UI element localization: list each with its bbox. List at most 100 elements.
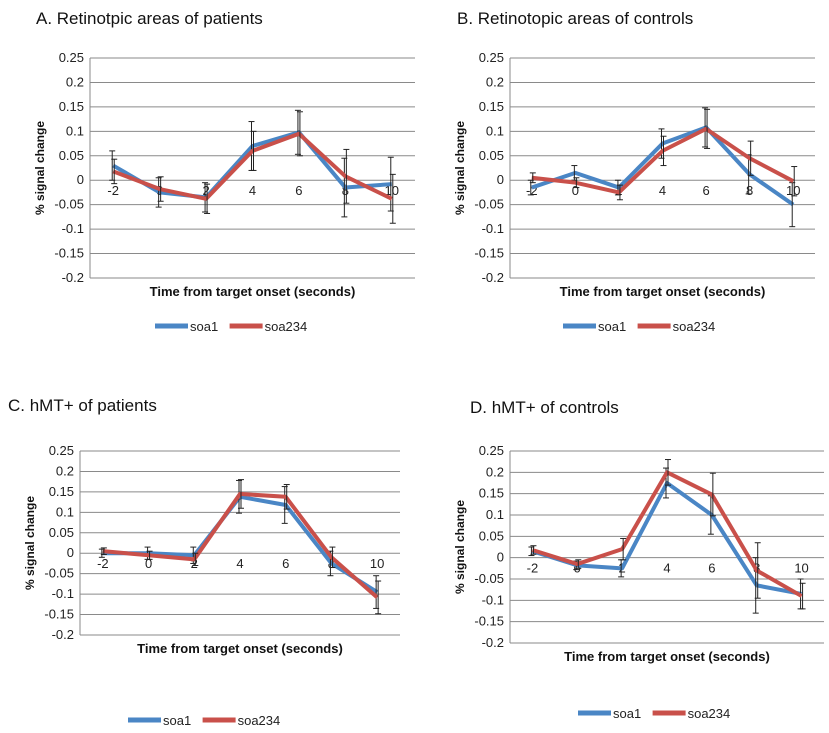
x-tick-label: 4 bbox=[249, 183, 256, 198]
x-tick-label: 0 bbox=[572, 183, 579, 198]
x-tick-label: -2 bbox=[526, 183, 538, 198]
x-tick-label: 8 bbox=[342, 183, 349, 198]
error-bar-soa234 bbox=[296, 111, 303, 157]
x-tick-label: 10 bbox=[794, 561, 808, 576]
error-bar-soa234 bbox=[529, 172, 536, 184]
error-bar-soa234 bbox=[146, 550, 153, 560]
error-bar-soa234 bbox=[575, 559, 582, 569]
chart-panel-d: D. hMT+ of controls 0.25 0.2 0.15 0.1 0.05 0 -… bbox=[415, 380, 829, 733]
panel-title: B. Retinotopic areas of controls bbox=[457, 9, 694, 28]
chart-a: 0.25 0.2 0.15 0.1 0.05 0 -0.05 -0.1 -0.15 -0.2 % s… bbox=[33, 50, 415, 334]
y-tick-label: -0.1 bbox=[62, 221, 84, 236]
error-bar-soa234 bbox=[192, 552, 199, 566]
error-bar-soa234 bbox=[660, 135, 667, 167]
error-bar-soa234 bbox=[238, 479, 244, 509]
chart-d: 0.25 0.2 0.15 0.1 0.05 0 -0.05 -0.1 -0.15 -0.2 % s… bbox=[453, 443, 824, 721]
legend-label-soa234: soa234 bbox=[265, 319, 308, 334]
series-line-soa1 bbox=[102, 494, 379, 594]
error-bar-soa234 bbox=[799, 582, 806, 610]
legend-label-soa1: soa1 bbox=[598, 319, 626, 334]
y-tick-label: 0.1 bbox=[56, 504, 74, 519]
x-axis-label: Time from target onset (seconds) bbox=[564, 649, 770, 664]
error-bar-soa234 bbox=[157, 176, 164, 202]
x-tick-label: -2 bbox=[527, 561, 539, 576]
y-tick-label: 0.05 bbox=[49, 525, 74, 540]
y-axis-label: % signal change bbox=[453, 121, 467, 215]
x-tick-label: 10 bbox=[370, 556, 384, 571]
y-tick-label: -0.15 bbox=[54, 246, 84, 261]
x-tick-label: 10 bbox=[385, 183, 399, 198]
legend-label-soa1: soa1 bbox=[163, 713, 191, 728]
x-tick-label: 6 bbox=[295, 183, 302, 198]
legend-label-soa234: soa234 bbox=[673, 319, 716, 334]
error-bar-soa234 bbox=[709, 472, 716, 517]
y-tick-label: 0.2 bbox=[486, 74, 504, 89]
error-bar-soa234 bbox=[754, 542, 761, 599]
y-tick-label: -0.2 bbox=[482, 270, 504, 285]
y-tick-label: -0.1 bbox=[52, 586, 74, 601]
y-tick-label: -0.15 bbox=[474, 614, 504, 629]
y-tick-label: 0 bbox=[77, 172, 84, 187]
series-line-soa1 bbox=[531, 481, 802, 596]
y-tick-label: -0.15 bbox=[474, 246, 504, 261]
error-bar-soa234 bbox=[204, 183, 211, 214]
x-axis-label: Time from target onset (seconds) bbox=[560, 284, 766, 299]
y-tick-label: -0.1 bbox=[482, 592, 504, 607]
x-tick-label: 10 bbox=[786, 183, 800, 198]
y-tick-label: -0.05 bbox=[54, 197, 84, 212]
x-tick-label: 4 bbox=[659, 183, 666, 198]
legend-label-soa1: soa1 bbox=[613, 706, 641, 721]
y-tick-label: 0.25 bbox=[49, 443, 74, 458]
y-tick-label: 0.2 bbox=[56, 463, 74, 478]
y-axis-label: % signal change bbox=[23, 496, 37, 590]
y-tick-label: 0.15 bbox=[59, 99, 84, 114]
error-bar-soa234 bbox=[530, 545, 537, 555]
x-tick-label: 4 bbox=[663, 561, 670, 576]
y-tick-label: 0.05 bbox=[479, 148, 504, 163]
x-tick-label: 6 bbox=[708, 561, 715, 576]
y-tick-label: -0.2 bbox=[52, 627, 74, 642]
y-tick-label: 0.25 bbox=[479, 50, 504, 65]
error-bar-soa234 bbox=[573, 177, 580, 189]
x-axis-label: Time from target onset (seconds) bbox=[150, 284, 356, 299]
y-tick-label: 0.15 bbox=[479, 99, 504, 114]
error-bar-soa234 bbox=[791, 166, 798, 197]
series-line-soa234 bbox=[102, 491, 379, 599]
chart-c: 0.25 0.2 0.15 0.1 0.05 0 -0.05 -0.1 -0.15 -0.2 % s… bbox=[23, 443, 400, 728]
y-tick-label: -0.1 bbox=[482, 221, 504, 236]
x-tick-label: -2 bbox=[97, 556, 109, 571]
y-tick-label: 0.05 bbox=[59, 148, 84, 163]
y-tick-label: 0 bbox=[67, 545, 74, 560]
legend-label-soa234: soa234 bbox=[238, 713, 281, 728]
y-tick-label: 0 bbox=[497, 550, 504, 565]
y-tick-label: -0.05 bbox=[474, 197, 504, 212]
error-bar-soa234 bbox=[375, 580, 382, 615]
x-tick-label: 0 bbox=[145, 556, 152, 571]
y-tick-label: 0.1 bbox=[66, 123, 84, 138]
x-tick-label: 6 bbox=[282, 556, 289, 571]
y-tick-label: 0.2 bbox=[66, 74, 84, 89]
error-bar-soa234 bbox=[747, 140, 754, 176]
chart-panel-a: A. Retinotpic areas of patients 0.25 0.2 0… bbox=[0, 0, 415, 360]
error-bar-soa234 bbox=[704, 108, 711, 149]
x-axis-label: Time from target onset (seconds) bbox=[137, 641, 343, 656]
x-tick-label: -2 bbox=[107, 183, 119, 198]
x-tick-label: 8 bbox=[746, 183, 753, 198]
y-tick-label: 0.2 bbox=[486, 464, 504, 479]
error-bar-soa234 bbox=[665, 459, 671, 486]
chart-b: 0.25 0.2 0.15 0.1 0.05 0 -0.05 -0.1 -0.15 -0.2 % s… bbox=[453, 50, 815, 334]
legend-label-soa234: soa234 bbox=[688, 706, 731, 721]
y-tick-label: 0.15 bbox=[479, 486, 504, 501]
y-tick-label: -0.05 bbox=[474, 571, 504, 586]
y-tick-label: 0.1 bbox=[486, 507, 504, 522]
y-tick-label: -0.15 bbox=[44, 607, 74, 622]
x-tick-label: 4 bbox=[236, 556, 243, 571]
chart-panel-c: C. hMT+ of patients 0.25 0.2 0.15 0.1 0.05 0 -… bbox=[0, 380, 415, 733]
y-tick-label: 0.15 bbox=[49, 484, 74, 499]
y-tick-label: -0.2 bbox=[482, 635, 504, 650]
y-tick-label: 0.1 bbox=[486, 123, 504, 138]
error-bar-soa234 bbox=[100, 547, 107, 555]
x-tick-label: 6 bbox=[702, 183, 709, 198]
x-tick-label: 2 bbox=[202, 183, 209, 198]
panel-title: D. hMT+ of controls bbox=[470, 398, 619, 417]
